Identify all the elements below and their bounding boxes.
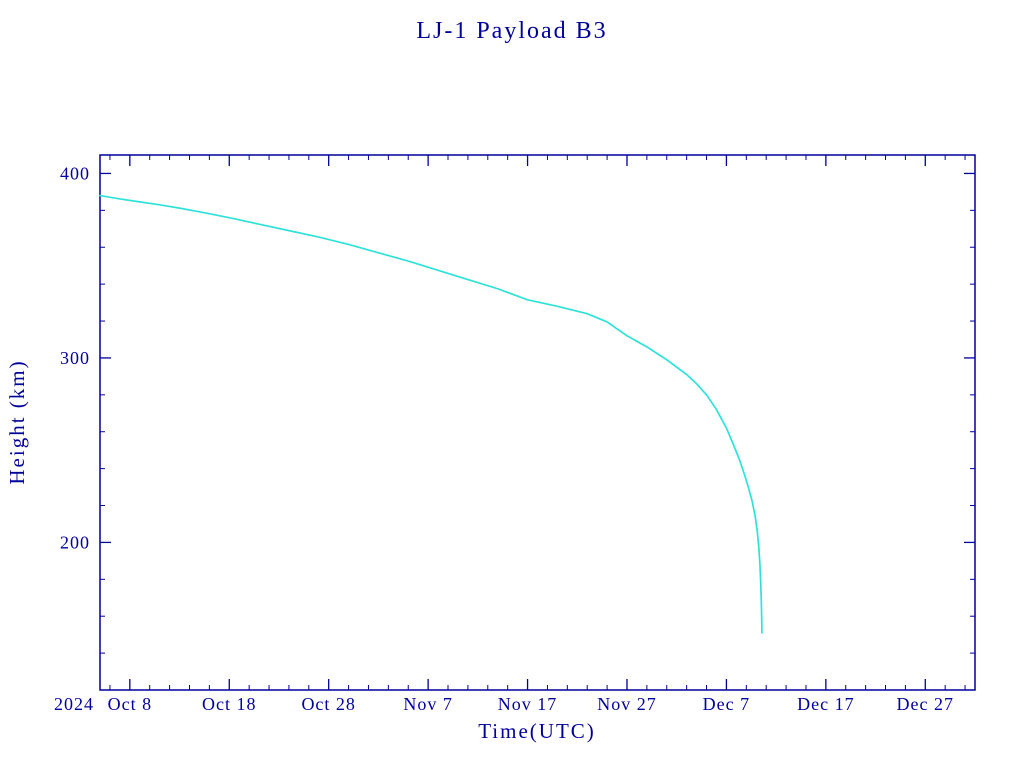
chart-title: LJ-1 Payload B3 xyxy=(416,18,607,44)
x-tick-label: Oct 8 xyxy=(108,694,153,714)
x-axis-year-label: 2024 xyxy=(54,694,94,714)
x-tick-label: Dec 7 xyxy=(703,694,750,714)
decay-curve xyxy=(99,194,763,634)
y-axis-label: Height (km) xyxy=(5,359,29,484)
x-tick-label: Nov 7 xyxy=(403,694,453,714)
x-tick-label: Nov 27 xyxy=(597,694,657,714)
plot-area: Oct 8 Oct 18 Oct 28 Nov 7 Nov 17 Nov 27 Dec 7 D… xyxy=(60,154,976,714)
y-tick-label: 200 xyxy=(60,532,90,552)
x-tick-label: Dec 17 xyxy=(797,694,854,714)
x-tick-label: Oct 28 xyxy=(301,694,356,714)
x-tick-label: Dec 27 xyxy=(897,694,954,714)
y-tick-label: 300 xyxy=(60,348,90,368)
x-tick-label: Nov 17 xyxy=(498,694,558,714)
plot-frame xyxy=(99,154,976,691)
x-tick-label: Oct 18 xyxy=(202,694,257,714)
x-axis-label: Time(UTC) xyxy=(478,719,596,743)
y-tick-label: 400 xyxy=(60,163,90,183)
